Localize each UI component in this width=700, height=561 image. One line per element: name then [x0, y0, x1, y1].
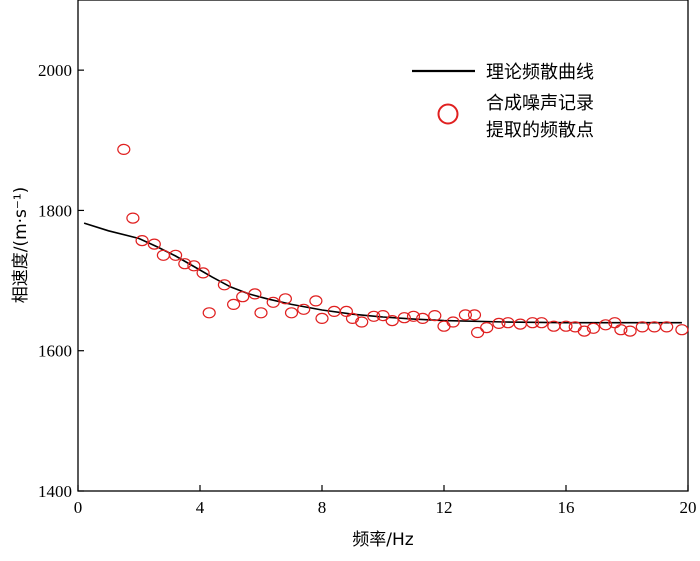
dispersion-point [437, 320, 451, 332]
dispersion-point [675, 324, 689, 336]
x-tick-label: 16 [558, 498, 575, 517]
dispersion-point [355, 316, 369, 328]
y-tick-label: 1400 [38, 482, 72, 501]
dispersion-point [471, 326, 485, 339]
legend: 理论频散曲线 合成噪声记录 提取的频散点 [412, 62, 594, 141]
dispersion-point [467, 309, 482, 321]
dispersion-point [525, 317, 540, 329]
x-tick-labels: 0 4 8 12 16 20 [74, 498, 697, 517]
plot-frame [77, 0, 689, 492]
dispersion-point [147, 238, 161, 250]
dispersion-point [284, 307, 299, 319]
dispersion-point [406, 310, 421, 322]
dispersion-point [376, 310, 390, 322]
legend-line-label: 理论频散曲线 [486, 62, 594, 83]
dispersion-point [367, 310, 381, 322]
dispersion-point [196, 267, 210, 279]
dispersion-point [446, 316, 460, 328]
dispersion-point [559, 320, 573, 332]
y-tick-label: 2000 [38, 61, 72, 80]
dispersion-point [178, 258, 192, 270]
dispersion-point [480, 322, 494, 334]
dispersion-point [385, 315, 399, 327]
dispersion-point [297, 303, 311, 315]
dispersion-point [126, 212, 140, 224]
y-axis-label: 相速度/(m·s⁻¹) [11, 187, 31, 304]
dispersion-point [339, 305, 353, 317]
dispersion-point [416, 312, 430, 324]
dispersion-point [227, 298, 241, 310]
dispersion-point [278, 293, 292, 305]
legend-marker-label-line1: 合成噪声记录 [486, 93, 594, 114]
dispersion-point [156, 249, 170, 261]
y-tick-labels: 1400 1600 1800 2000 [38, 61, 72, 501]
dispersion-point [492, 317, 506, 329]
dispersion-point [513, 318, 527, 330]
dispersion-point [202, 307, 216, 319]
dispersion-point [428, 310, 442, 322]
x-axis-label: 频率/Hz [352, 530, 414, 550]
legend-marker-swatch [437, 103, 459, 125]
dispersion-point [135, 235, 149, 247]
dispersion-point [248, 288, 262, 300]
y-tick-label: 1800 [38, 201, 72, 220]
dispersion-point [254, 307, 268, 319]
x-tick-label: 0 [74, 498, 83, 517]
extracted-dispersion-points [117, 143, 689, 339]
dispersion-point [397, 312, 411, 324]
dispersion-point [169, 249, 183, 261]
x-tick-label: 20 [680, 498, 697, 517]
dispersion-point [660, 321, 674, 333]
x-tick-label: 12 [436, 498, 453, 517]
x-tick-label: 4 [196, 498, 205, 517]
dispersion-point [598, 319, 613, 331]
axis-ticks [77, 69, 689, 492]
dispersion-point [458, 309, 472, 321]
dispersion-point [236, 291, 250, 303]
x-tick-label: 8 [318, 498, 327, 517]
theory-dispersion-line [83, 222, 682, 324]
dispersion-point [187, 260, 201, 272]
y-tick-label: 1600 [38, 342, 72, 361]
dispersion-point [614, 324, 628, 336]
dispersion-point [309, 295, 323, 307]
dispersion-point [117, 143, 131, 155]
dispersion-point [217, 279, 231, 291]
dispersion-point [577, 325, 591, 337]
dispersion-point [315, 312, 329, 324]
legend-marker-label-line2: 提取的频散点 [486, 120, 594, 141]
dispersion-point [623, 325, 637, 337]
dispersion-point [534, 317, 549, 329]
dispersion-point [266, 296, 280, 308]
dispersion-point [586, 322, 601, 334]
